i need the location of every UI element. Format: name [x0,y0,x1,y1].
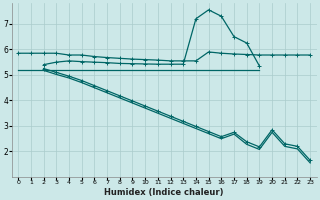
X-axis label: Humidex (Indice chaleur): Humidex (Indice chaleur) [104,188,224,197]
